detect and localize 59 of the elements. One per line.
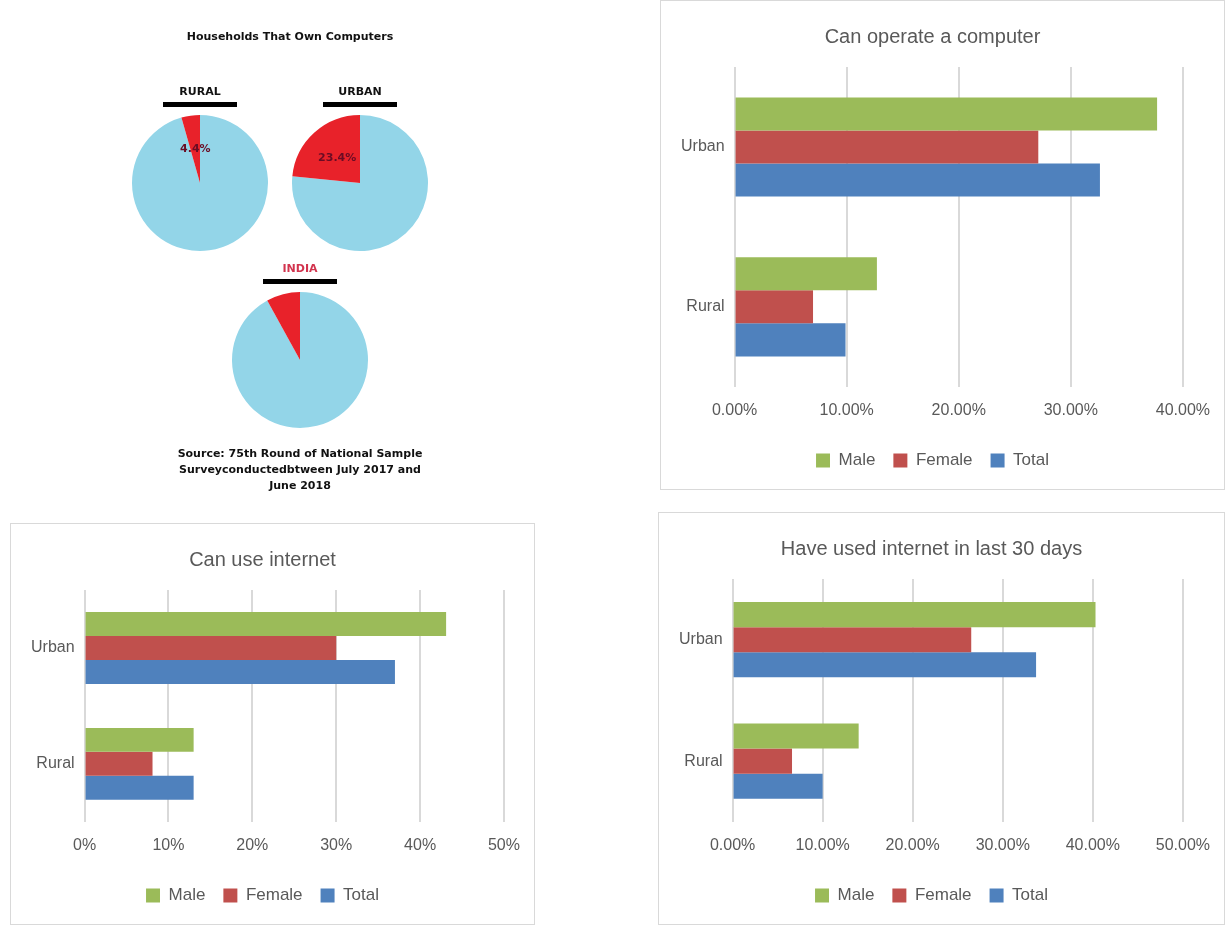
bar xyxy=(85,727,194,752)
legend-label: Total xyxy=(1012,885,1048,905)
bar xyxy=(85,751,153,776)
bar xyxy=(735,290,814,324)
x-tick-label: 10.00% xyxy=(795,835,850,853)
bar xyxy=(85,612,447,636)
x-tick-label: 10.00% xyxy=(819,400,874,418)
chart-title: URBAN xyxy=(323,85,397,107)
legend-label: Female xyxy=(914,885,972,905)
x-tick-label: 50% xyxy=(487,835,520,853)
bar xyxy=(85,659,395,684)
bar xyxy=(733,652,1037,678)
text: Households That Own Computers xyxy=(185,30,395,43)
bar xyxy=(733,723,859,749)
x-tick-label: 40% xyxy=(404,835,437,853)
source-note: Source: 75th Round of National Sample Surveyconductedbtween July 2017 and June 2018 xyxy=(176,446,424,494)
chart-title: RURAL xyxy=(163,85,237,107)
bar xyxy=(735,257,877,291)
bar xyxy=(733,627,972,653)
x-tick-label: 30% xyxy=(320,835,353,853)
chart-title: Can use internet xyxy=(189,547,337,570)
chart-title: INDIA xyxy=(263,262,337,284)
bar xyxy=(733,773,823,799)
x-tick-label: 30.00% xyxy=(1043,400,1098,418)
x-tick-label: 40.00% xyxy=(1155,400,1210,418)
bar xyxy=(735,97,1158,131)
x-tick-label: 0.00% xyxy=(711,400,758,418)
data-label: 23.4% xyxy=(318,150,357,164)
chart-title: Have used internet in last 30 days xyxy=(780,536,1083,559)
x-tick-label: 20.00% xyxy=(931,400,986,418)
legend-label: Female xyxy=(915,450,973,470)
x-tick-label: 20.00% xyxy=(885,835,940,853)
bar xyxy=(733,748,793,774)
x-tick-label: 50.00% xyxy=(1155,835,1210,853)
y-tick-label: Rural xyxy=(36,754,75,772)
legend-label: Total xyxy=(1013,450,1049,470)
bar xyxy=(733,602,1096,628)
legend-label: Male xyxy=(837,885,875,905)
bar xyxy=(85,635,337,660)
x-tick-label: 40.00% xyxy=(1065,835,1120,853)
y-tick-label: Urban xyxy=(679,630,723,648)
y-tick-label: Urban xyxy=(681,137,725,155)
x-tick-label: 0% xyxy=(73,835,97,853)
bar xyxy=(85,775,194,800)
y-tick-label: Urban xyxy=(31,638,75,656)
bar xyxy=(735,323,846,357)
x-tick-label: 30.00% xyxy=(975,835,1030,853)
bar xyxy=(735,130,1039,164)
legend-label: Female xyxy=(245,885,303,905)
legend-label: Male xyxy=(168,885,206,905)
legend-label: Total xyxy=(343,885,379,905)
x-tick-label: 0.00% xyxy=(709,835,756,853)
bar xyxy=(735,163,1100,197)
chart-title: Can operate a computer xyxy=(824,24,1041,47)
legend-label: Male xyxy=(838,450,876,470)
y-tick-label: Rural xyxy=(686,297,725,315)
x-tick-label: 10% xyxy=(152,835,185,853)
y-tick-label: Rural xyxy=(684,751,723,769)
x-tick-label: 20% xyxy=(236,835,269,853)
